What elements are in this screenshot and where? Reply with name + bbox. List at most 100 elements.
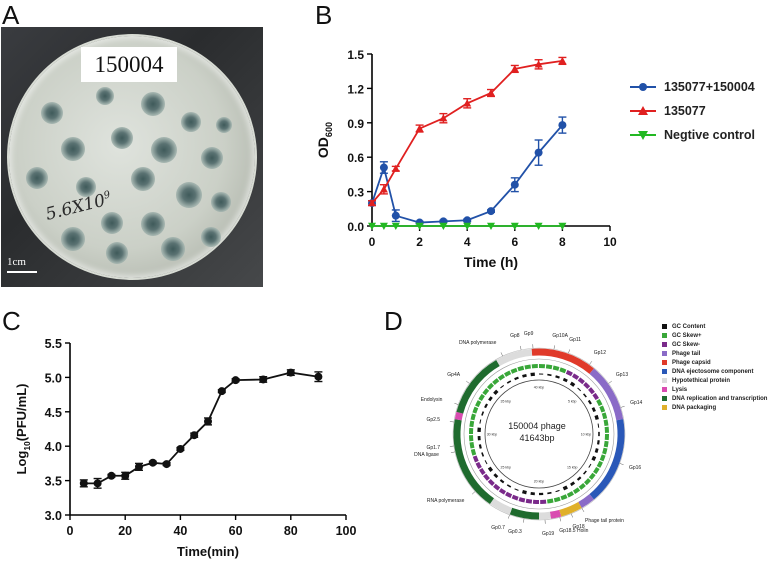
data-point — [510, 180, 519, 189]
gc-content-segment — [500, 385, 505, 389]
scale-bar — [7, 271, 37, 273]
gc-content-segment — [479, 419, 482, 424]
gene-label: Gp10A — [552, 332, 568, 339]
x-tick-label: 6 — [511, 235, 518, 249]
legend-label: Hypotethical protein — [672, 377, 731, 384]
data-point — [259, 375, 268, 384]
data-point — [463, 216, 472, 225]
legend-swatch — [662, 396, 667, 401]
gene-label: Gp16 — [628, 465, 642, 472]
data-point — [439, 114, 448, 122]
gc-skew-segment — [583, 381, 591, 389]
gc-skew-segment — [525, 498, 533, 504]
gene-leader-line — [523, 518, 525, 523]
gc-skew-segment — [552, 365, 560, 371]
y-axis-label: OD600 — [315, 122, 334, 158]
gene-label: Gp14 — [630, 400, 643, 407]
plaque — [106, 242, 128, 264]
gc-content-segment — [582, 393, 587, 398]
gene-leader-line — [449, 445, 454, 447]
gc-content-segment — [547, 373, 552, 377]
gc-skew-segment — [599, 454, 606, 462]
y-tick-label: 0.0 — [347, 220, 364, 234]
genome-circle: 40 kbp 5 kbp 10 kbp 15 kbp 20 kbp 25 kbp 30 kb… — [449, 344, 626, 524]
panel-letter-d: D — [384, 306, 403, 336]
gene-segment — [578, 494, 594, 509]
data-point — [487, 207, 495, 216]
gc-skew-segment — [603, 440, 609, 448]
gc-skew-segment — [472, 406, 479, 414]
gc-content-segment — [597, 423, 600, 428]
data-point — [391, 211, 400, 220]
gene-label: RNA polymerase — [426, 497, 465, 504]
legend-swatch — [662, 378, 667, 383]
series-line — [371, 59, 563, 204]
gene-leader-line — [620, 405, 625, 408]
legend-label: GC Skew- — [672, 341, 701, 348]
plaque — [161, 237, 185, 261]
gene-segment — [489, 498, 513, 515]
data-point — [204, 417, 212, 426]
data-point — [286, 368, 295, 377]
x-tick-label: 10 — [603, 235, 617, 249]
gene-segment — [589, 419, 625, 500]
data-point — [534, 222, 543, 230]
data-point — [534, 148, 543, 157]
gc-skew-segment — [572, 487, 581, 495]
gene-leader-line — [450, 451, 455, 453]
x-tick-label: 2 — [416, 235, 423, 249]
gene-label: Gp0.7 — [491, 524, 505, 531]
plaque — [61, 227, 85, 251]
data-point — [162, 460, 171, 469]
x-tick-label: 80 — [284, 524, 298, 538]
gc-skew-segment — [565, 370, 573, 377]
series-0 — [368, 116, 567, 227]
y-tick-label: 4.5 — [45, 406, 62, 420]
gc-skew-segment — [478, 393, 485, 402]
kbp-label: 10 kbp — [581, 433, 592, 437]
data-point — [231, 376, 240, 385]
gc-content-segment — [594, 414, 599, 420]
gc-skew-segment — [601, 412, 608, 420]
series-1 — [368, 56, 567, 207]
gc-skew-segment — [470, 448, 477, 456]
legend-swatch — [662, 405, 667, 410]
gc-content-segment — [506, 484, 512, 488]
gc-skew-segment — [545, 364, 553, 370]
kbp-label: 25 kbp — [501, 466, 512, 470]
legend-label: DNA replication and transcription — [672, 395, 768, 402]
data-point — [510, 222, 519, 230]
gc-content-segment — [487, 466, 494, 472]
legend-swatch — [662, 351, 667, 356]
gene-leader-line — [508, 514, 510, 519]
gene-label: Gp0.3 — [508, 529, 522, 536]
gene-leader-line — [454, 403, 459, 405]
kbp-label: 5 kbp — [568, 399, 577, 403]
chart-b: 0.0 0.3 0.6 0.9 1.2 1.5 0 2 4 6 8 10 Time (h) OD600 — [315, 48, 617, 270]
plaque — [26, 167, 48, 189]
gene-segment — [589, 368, 624, 421]
legend-swatch — [662, 360, 667, 365]
genome-legend-item: DNA packaging — [662, 403, 767, 412]
kbp-label: 20 kbp — [534, 480, 545, 484]
gc-content-segment — [562, 377, 568, 383]
gene-label: Gp9 — [523, 331, 534, 338]
legend-swatch — [662, 369, 667, 374]
gc-skew-segment — [524, 364, 531, 370]
inner-ring — [484, 379, 594, 489]
gc-content-segment — [576, 476, 582, 481]
data-point — [487, 88, 495, 97]
y-tick-label: 5.5 — [45, 337, 62, 351]
genome-legend-item: Hypotethical protein — [662, 376, 767, 385]
plaque — [76, 177, 96, 197]
gc-skew-segment — [472, 455, 479, 463]
gc-skew-segment — [486, 382, 494, 390]
y-tick-label: 0.9 — [347, 117, 364, 131]
data-point — [534, 60, 543, 68]
data-point — [487, 222, 495, 230]
gene-label: Gp11 — [569, 337, 582, 344]
legend-item-phage-infected: 135077+150004 — [630, 80, 755, 94]
gc-skew-segment — [588, 387, 595, 395]
plaque — [101, 212, 123, 234]
gene-label: Gp8 — [510, 333, 520, 340]
